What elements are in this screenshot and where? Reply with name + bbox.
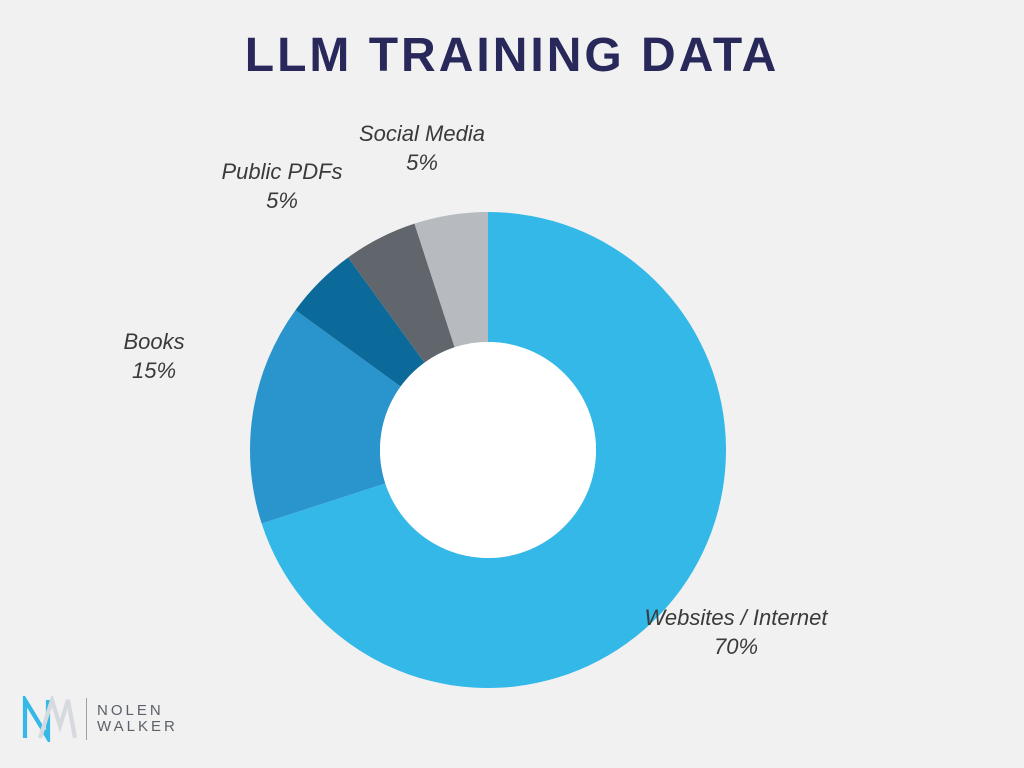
slice-label: Public PDFs5% bbox=[222, 157, 343, 216]
logo-mark-icon bbox=[22, 696, 78, 742]
logo-text: NOLEN WALKER bbox=[97, 703, 178, 735]
slice-label: Social Media5% bbox=[359, 119, 485, 178]
donut-hole bbox=[380, 342, 596, 558]
logo-divider bbox=[86, 698, 87, 740]
slice-label: Books15% bbox=[124, 327, 185, 386]
slice-label: Websites / Internet70% bbox=[645, 603, 828, 662]
logo-text-line1: NOLEN bbox=[97, 703, 178, 719]
brand-logo: NOLEN WALKER bbox=[22, 696, 178, 742]
logo-text-line2: WALKER bbox=[97, 719, 178, 735]
